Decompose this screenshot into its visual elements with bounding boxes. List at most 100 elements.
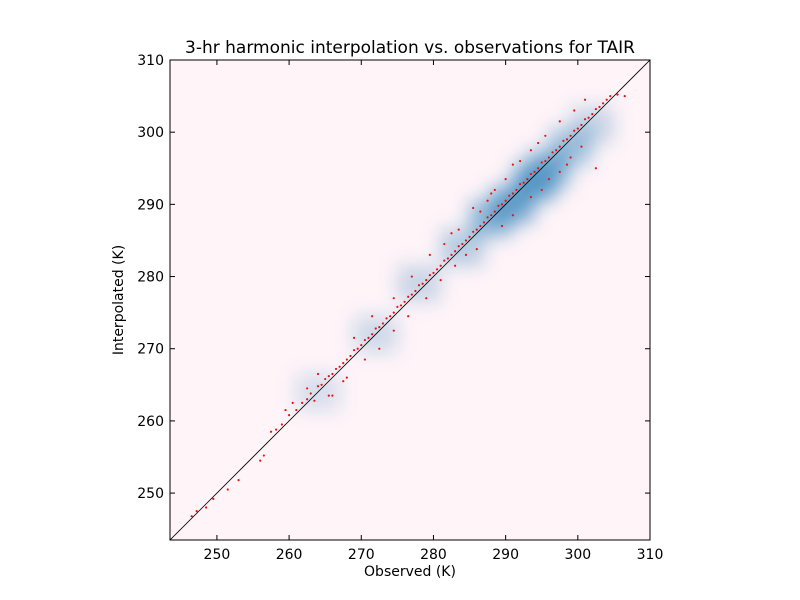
data-point <box>371 333 374 336</box>
data-point <box>428 273 431 277</box>
data-point <box>537 167 540 170</box>
data-point <box>457 245 460 248</box>
data-point <box>345 376 348 379</box>
data-point <box>547 156 551 159</box>
data-point <box>511 163 514 166</box>
data-point <box>295 408 298 412</box>
data-point <box>204 506 208 509</box>
data-point <box>490 192 493 195</box>
x-tick-label: 280 <box>420 547 447 563</box>
data-point <box>558 170 561 173</box>
x-tick-label: 270 <box>348 547 375 563</box>
data-point <box>378 325 381 329</box>
y-tick-label: 310 <box>137 53 164 69</box>
data-point <box>558 145 561 148</box>
data-point <box>544 159 547 163</box>
data-point <box>529 196 533 199</box>
data-point <box>275 428 278 431</box>
data-point <box>565 163 569 166</box>
data-point <box>374 327 377 330</box>
data-point <box>537 141 540 145</box>
data-point <box>558 120 561 123</box>
data-point <box>609 94 612 98</box>
data-point <box>306 398 309 401</box>
data-point <box>237 478 240 482</box>
data-point <box>486 199 489 202</box>
data-point <box>417 284 421 287</box>
data-point <box>327 394 330 397</box>
data-point <box>381 322 385 325</box>
data-point <box>342 380 345 383</box>
data-point <box>454 250 457 253</box>
data-point <box>320 383 323 386</box>
data-point <box>392 311 395 314</box>
data-point <box>367 336 370 339</box>
data-point <box>583 98 587 101</box>
density-region <box>397 265 441 302</box>
data-point <box>580 145 583 148</box>
data-point <box>504 177 507 181</box>
data-point <box>526 177 529 181</box>
data-point <box>576 127 579 130</box>
data-point <box>594 107 597 111</box>
data-point <box>591 113 594 116</box>
data-point <box>454 264 457 267</box>
data-point <box>269 430 273 433</box>
data-point <box>497 204 500 207</box>
data-point <box>432 271 435 275</box>
data-point <box>464 253 468 256</box>
x-tick-label: 260 <box>276 547 303 563</box>
data-point <box>385 317 388 320</box>
x-tick-label: 290 <box>492 547 519 563</box>
data-point <box>522 181 525 184</box>
data-point <box>212 497 215 500</box>
data-point <box>515 188 518 192</box>
data-point <box>446 257 449 260</box>
data-point <box>363 358 366 361</box>
data-point <box>428 253 431 256</box>
data-point <box>598 105 601 109</box>
x-tick-label: 300 <box>564 547 591 563</box>
data-point <box>399 304 403 307</box>
data-point <box>356 347 359 350</box>
data-point <box>439 279 442 282</box>
data-point <box>573 129 576 132</box>
y-tick-label: 300 <box>137 125 164 141</box>
data-point <box>443 242 446 246</box>
data-point <box>425 297 428 300</box>
data-point <box>291 401 294 404</box>
y-tick-label: 280 <box>137 270 164 286</box>
data-point <box>439 264 442 267</box>
data-point <box>565 138 569 141</box>
data-point <box>338 365 341 368</box>
data-point <box>410 275 413 278</box>
data-point <box>490 214 493 217</box>
data-point <box>450 253 453 256</box>
y-axis-label: Interpolated (K) <box>111 245 127 355</box>
data-point <box>360 344 363 347</box>
y-axis-ticks: 250 260 270 280 290 300 310 <box>137 53 650 502</box>
data-point <box>551 151 554 154</box>
data-point <box>493 210 496 213</box>
y-tick-label: 290 <box>137 197 164 213</box>
data-point <box>306 387 309 390</box>
data-point <box>450 232 453 235</box>
data-point <box>518 159 522 163</box>
data-point <box>529 172 533 176</box>
x-tick-label: 250 <box>204 547 231 563</box>
data-point <box>389 315 392 318</box>
data-point <box>435 268 439 271</box>
data-point <box>493 188 496 192</box>
data-point <box>511 192 514 195</box>
data-point <box>378 347 381 350</box>
data-point <box>334 367 338 371</box>
data-point <box>284 408 287 412</box>
data-point <box>472 230 475 233</box>
data-point <box>569 134 572 137</box>
chart-title: 3-hr harmonic interpolation vs. observat… <box>185 38 635 58</box>
data-point <box>475 228 478 231</box>
x-axis-ticks: 250 260 270 280 290 300 310 <box>204 60 663 563</box>
data-point <box>472 206 475 210</box>
data-point <box>407 295 410 298</box>
